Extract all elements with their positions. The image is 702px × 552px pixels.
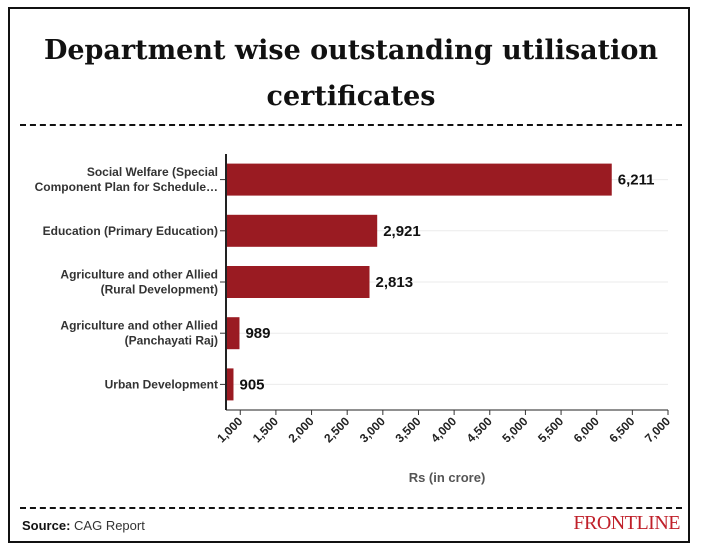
value-label: 989 xyxy=(245,325,270,342)
bottom-divider xyxy=(20,507,682,509)
category-label: Agriculture and other Allied xyxy=(60,268,218,282)
x-tick-label: 4,500 xyxy=(464,414,495,445)
x-tick-label: 5,000 xyxy=(499,414,530,445)
x-tick-label: 2,000 xyxy=(286,414,317,445)
value-label: 2,813 xyxy=(376,274,414,291)
x-tick-label: 3,500 xyxy=(392,414,423,445)
x-axis-title: Rs (in crore) xyxy=(409,470,486,485)
category-label: Social Welfare (Special xyxy=(87,165,218,179)
x-tick-label: 4,000 xyxy=(428,414,459,445)
x-tick-label: 5,500 xyxy=(535,414,566,445)
source-value: CAG Report xyxy=(74,518,145,533)
frontline-logo: FRONTLINE xyxy=(573,512,680,534)
source-note: Source: CAG Report xyxy=(22,518,145,533)
value-label: 2,921 xyxy=(383,223,421,240)
bar xyxy=(226,368,234,401)
value-label: 905 xyxy=(239,376,264,393)
x-tick-label: 1,500 xyxy=(250,414,281,445)
category-label: Urban Development xyxy=(105,377,218,391)
x-tick-label: 1,000 xyxy=(214,414,245,445)
bar xyxy=(226,163,612,196)
bar xyxy=(226,214,378,247)
category-label: Education (Primary Education) xyxy=(43,224,218,238)
top-divider xyxy=(20,124,682,126)
bar xyxy=(226,266,370,298)
source-label: Source: xyxy=(22,518,71,533)
category-label: (Panchayati Raj) xyxy=(125,334,218,348)
x-tick-label: 6,500 xyxy=(606,414,637,445)
category-label: (Rural Development) xyxy=(101,283,218,297)
x-tick-label: 6,000 xyxy=(571,414,602,445)
x-tick-label: 7,000 xyxy=(642,414,673,445)
value-label: 6,211 xyxy=(618,172,655,189)
category-label: Agriculture and other Allied xyxy=(60,319,218,333)
chart-title: Department wise outstanding utilisation … xyxy=(43,35,659,112)
category-label: Component Plan for Schedule… xyxy=(35,180,218,194)
chart-frame xyxy=(8,7,690,543)
bar xyxy=(226,317,240,350)
x-tick-label: 3,000 xyxy=(357,414,388,445)
x-tick-label: 2,500 xyxy=(321,414,352,445)
